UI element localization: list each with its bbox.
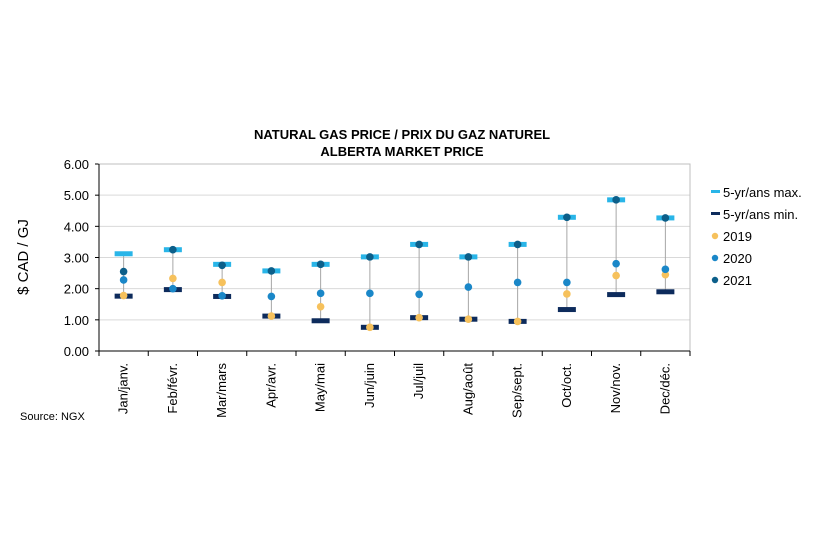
point-2021 bbox=[119, 267, 128, 276]
x-tick-label: Aug/août bbox=[460, 363, 475, 415]
legend-min-swatch bbox=[711, 212, 720, 215]
point-2020 bbox=[316, 289, 325, 298]
x-tick-label: Apr/avr. bbox=[263, 363, 278, 408]
point-2020 bbox=[218, 292, 226, 300]
point-2021 bbox=[661, 214, 670, 222]
y-tick-label: 5.00 bbox=[64, 188, 89, 203]
point-2021 bbox=[513, 240, 522, 249]
min-dash bbox=[311, 318, 330, 324]
legend-2020-label: 2020 bbox=[723, 251, 752, 266]
legend-2021-swatch bbox=[711, 276, 719, 284]
point-2021 bbox=[612, 196, 620, 204]
x-tick-label: Feb/févr. bbox=[165, 363, 180, 414]
point-2019 bbox=[366, 323, 374, 332]
point-2021 bbox=[415, 240, 423, 249]
point-2019 bbox=[563, 290, 571, 298]
point-2019 bbox=[316, 302, 325, 311]
point-2019 bbox=[513, 317, 522, 326]
x-tick-label: Mar/mars bbox=[214, 363, 229, 418]
x-tick-label: Dec/déc. bbox=[657, 363, 672, 414]
y-tick-label: 0.00 bbox=[64, 344, 89, 359]
chart-subtitle: ALBERTA MARKET PRICE bbox=[320, 144, 484, 159]
point-2019 bbox=[218, 278, 226, 287]
point-2021 bbox=[169, 245, 177, 254]
point-2021 bbox=[218, 261, 226, 270]
range-lines bbox=[123, 199, 666, 328]
y-tick-label: 6.00 bbox=[64, 157, 89, 172]
min-dash bbox=[607, 292, 626, 298]
legend-2020-swatch bbox=[711, 254, 719, 262]
x-tick-label: Oct/oct. bbox=[559, 363, 574, 408]
max-dash bbox=[114, 251, 133, 257]
min-dash bbox=[557, 307, 576, 313]
legend-2019-swatch bbox=[711, 232, 719, 240]
point-2021 bbox=[563, 213, 571, 222]
y-tick-label: 1.00 bbox=[64, 313, 89, 328]
point-2021 bbox=[267, 267, 276, 275]
point-2021 bbox=[366, 253, 374, 261]
point-2019 bbox=[119, 291, 128, 300]
x-tick-label: May/mai bbox=[313, 363, 328, 412]
x-tick-label: Sep/sept. bbox=[510, 363, 525, 418]
point-2019 bbox=[661, 270, 670, 279]
point-2020 bbox=[661, 265, 670, 274]
gridlines bbox=[95, 163, 691, 352]
x-tick-label: Nov/nov. bbox=[608, 363, 623, 413]
y-tick-labels: 0.00 1.00 2.00 3.00 4.00 5.00 6.00 bbox=[64, 157, 89, 359]
x-tick-label: Jun/juin bbox=[362, 363, 377, 408]
chart-title: NATURAL GAS PRICE / PRIX DU GAZ NATUREL bbox=[254, 127, 550, 142]
y-tick-label: 3.00 bbox=[64, 251, 89, 266]
min-dash bbox=[656, 289, 675, 295]
point-2019 bbox=[464, 315, 473, 324]
y-axis-label: $ CAD / GJ bbox=[15, 219, 32, 295]
point-2019 bbox=[267, 312, 276, 320]
legend-max-swatch bbox=[711, 190, 720, 193]
legend-2021-label: 2021 bbox=[723, 273, 752, 288]
legend: 5-yr/ans max. 5-yr/ans min. 2019 2020 2021 bbox=[711, 185, 802, 288]
x-tick-label: Jan/janv. bbox=[116, 363, 131, 414]
point-2021 bbox=[316, 260, 325, 269]
point-2020 bbox=[513, 278, 522, 287]
point-2020 bbox=[612, 259, 620, 268]
point-2020 bbox=[366, 289, 374, 298]
point-2020 bbox=[267, 292, 276, 301]
x-tick-labels: Jan/janv. Feb/févr. Mar/mars Apr/avr. May/ma… bbox=[98, 351, 691, 418]
point-2019 bbox=[169, 274, 177, 283]
data-marks bbox=[114, 196, 675, 332]
point-2019 bbox=[612, 271, 620, 280]
x-tick-label: Jul/juil bbox=[411, 363, 426, 399]
y-tick-label: 2.00 bbox=[64, 282, 89, 297]
source-note: Source: NGX bbox=[20, 411, 85, 423]
point-2020 bbox=[563, 278, 571, 287]
point-2020 bbox=[119, 276, 128, 284]
point-2020 bbox=[464, 283, 473, 291]
point-2019 bbox=[415, 313, 423, 322]
y-tick-label: 4.00 bbox=[64, 219, 89, 234]
point-2020 bbox=[169, 284, 177, 293]
point-2020 bbox=[415, 290, 423, 299]
legend-max-label: 5-yr/ans max. bbox=[723, 185, 802, 200]
legend-min-label: 5-yr/ans min. bbox=[723, 207, 798, 222]
legend-2019-label: 2019 bbox=[723, 229, 752, 244]
point-2021 bbox=[464, 253, 473, 261]
